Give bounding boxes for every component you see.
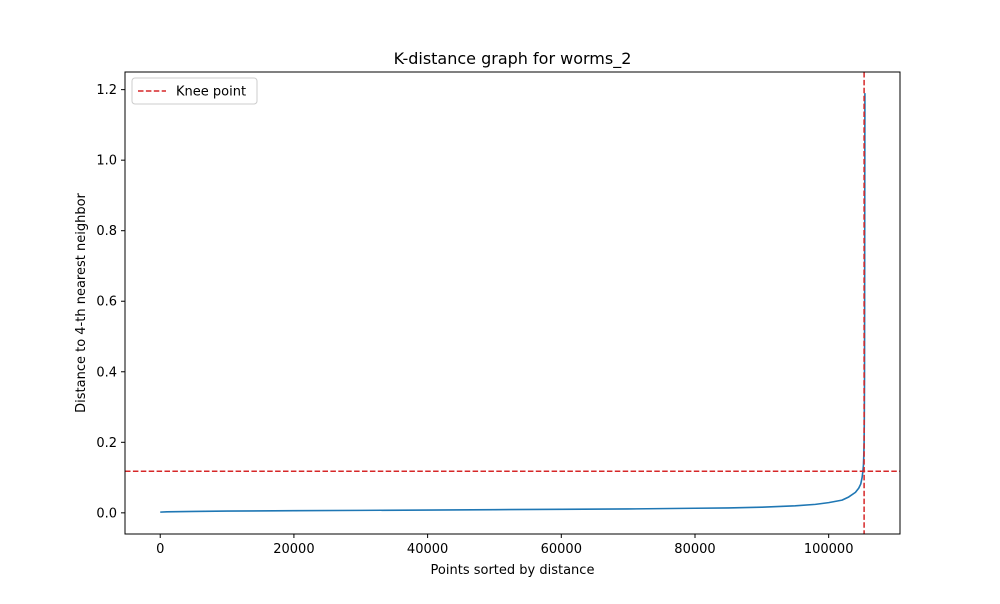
y-axis-label: Distance to 4-th nearest neighbor [74,192,89,412]
y-tick-label: 0.6 [96,295,117,310]
x-tick-label: 80000 [674,542,715,557]
x-tick-label: 20000 [273,542,314,557]
x-tick-label: 60000 [541,542,582,557]
plot-frame [124,71,901,535]
x-axis-label: Points sorted by distance [431,563,595,578]
y-tick-label: 1.0 [96,154,117,169]
chart-title: K-distance graph for worms_2 [394,49,632,69]
y-tick-label: 0.8 [96,224,117,239]
legend-knee-label: Knee point [176,85,246,100]
y-tick-label: 0.0 [96,506,117,521]
x-tick-label: 0 [156,542,164,557]
y-tick-label: 0.4 [96,365,117,380]
plot-area [124,71,901,535]
y-tick-label: 0.2 [96,436,117,451]
y-tick-label: 1.2 [96,83,117,98]
legend: Knee point [131,77,258,105]
data-layer [125,72,900,534]
k-distance-series-line [160,93,866,513]
y-axis-ticks: 0.0 0.2 0.4 0.6 0.8 1.0 1.2 [96,83,125,521]
x-axis-ticks: 0 20000 40000 60000 80000 100000 [156,534,853,557]
x-tick-label: 100000 [804,542,854,557]
legend-box [131,77,258,105]
x-tick-label: 40000 [407,542,448,557]
